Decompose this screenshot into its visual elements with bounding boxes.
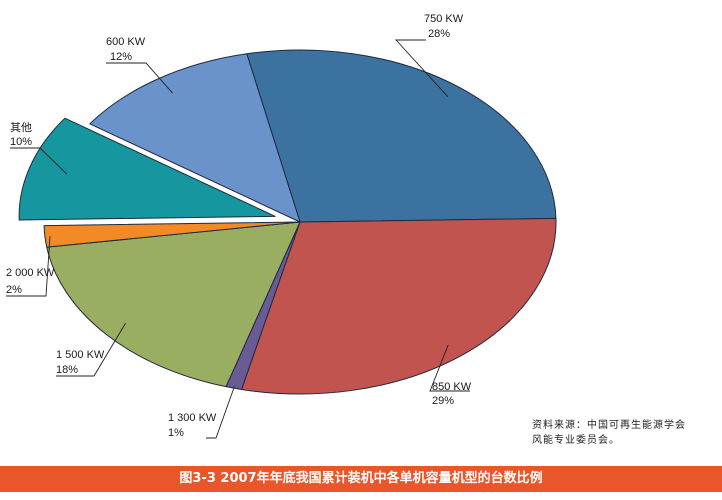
source-note: 资料来源：中国可再生能源学会 风能专业委员会。 bbox=[532, 418, 718, 448]
leader-1500kw bbox=[56, 322, 126, 377]
leader-2000kw bbox=[6, 236, 51, 297]
pie-slice-其他 bbox=[18, 117, 276, 221]
label-1500kw-pct: 18% bbox=[56, 364, 78, 376]
figure-caption: 图3-3 2007年年底我国累计装机中各单机容量机型的台数比例 bbox=[0, 466, 722, 492]
pie-slice-750kw bbox=[246, 49, 557, 223]
label-850kw-name: 850 KW bbox=[432, 381, 472, 393]
label-750kw-pct: 28% bbox=[428, 28, 450, 40]
label-1500kw-name: 1 500 KW bbox=[56, 349, 105, 361]
label-750kw-name: 750 KW bbox=[424, 13, 464, 25]
leader-other bbox=[10, 147, 68, 175]
label-2000kw-name: 2 000 KW bbox=[6, 267, 55, 279]
pie-slice-850kw bbox=[241, 217, 557, 395]
leader-850kw bbox=[429, 344, 470, 392]
pie-slice-2000kw bbox=[43, 221, 301, 248]
label-2000kw-pct: 2% bbox=[6, 284, 22, 296]
label-600kw-name: 600 KW bbox=[106, 36, 146, 48]
source-line-1: 资料来源：中国可再生能源学会 bbox=[532, 420, 686, 431]
source-line-2: 风能专业委员会。 bbox=[532, 435, 620, 446]
label-1300kw-pct: 1% bbox=[168, 427, 184, 439]
label-1300kw-name: 1 300 KW bbox=[168, 412, 217, 424]
label-other-name: 其他 bbox=[10, 121, 32, 134]
pie-slices bbox=[18, 49, 557, 395]
pie-slice-1500kw bbox=[46, 221, 301, 388]
leader-750kw bbox=[394, 39, 449, 97]
pie-chart: 750 KW 28% 850 KW 29% 1 300 KW 1% 1 500 … bbox=[6, 13, 557, 439]
pie-slice-600kw bbox=[89, 53, 301, 223]
leader-600kw bbox=[106, 62, 173, 94]
label-other-pct: 10% bbox=[10, 136, 32, 148]
leader-lines bbox=[6, 39, 470, 439]
leader-1300kw bbox=[206, 386, 235, 439]
label-850kw-pct: 29% bbox=[432, 395, 454, 407]
label-600kw-pct: 12% bbox=[110, 51, 132, 63]
